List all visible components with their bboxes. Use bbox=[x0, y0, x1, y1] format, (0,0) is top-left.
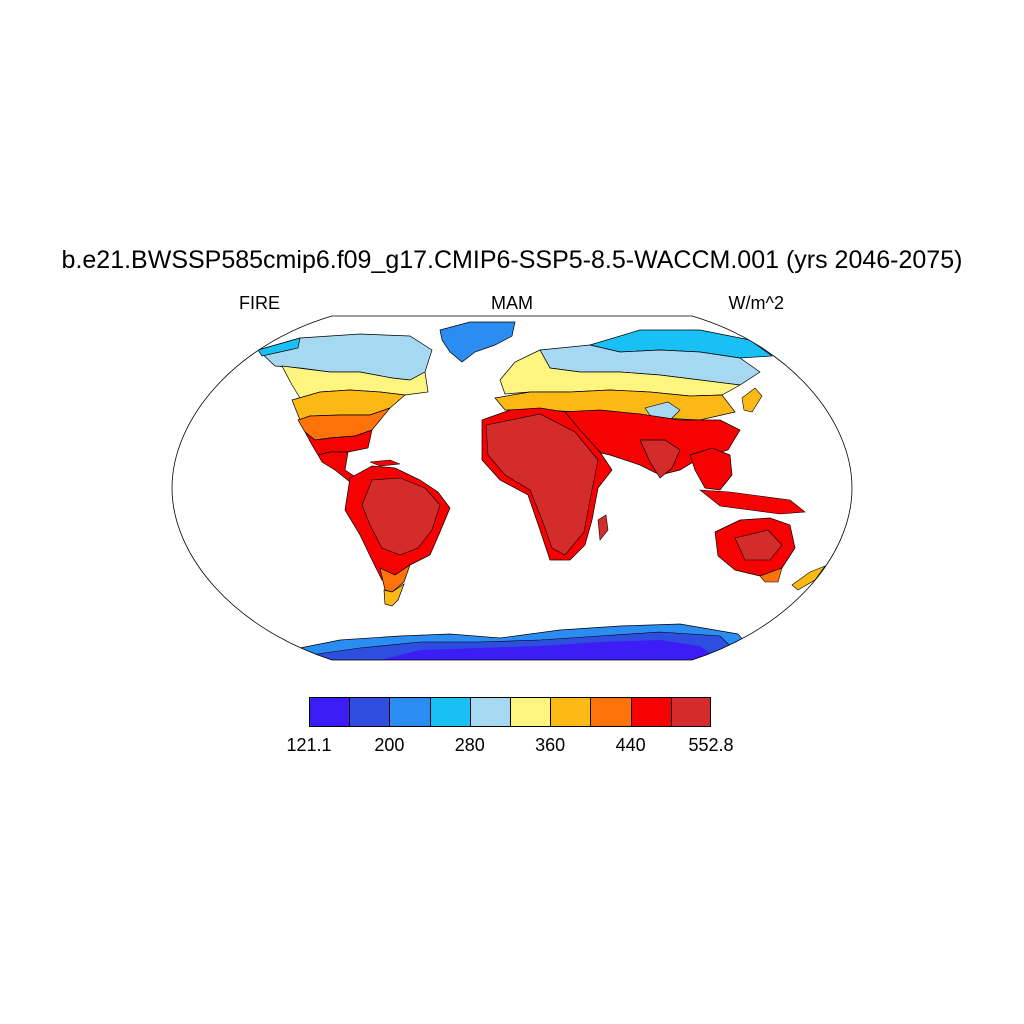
south-america-region bbox=[344, 465, 451, 607]
colorbar-swatch bbox=[590, 697, 631, 727]
colorbar-swatch bbox=[509, 697, 551, 727]
sa-amazon-dark bbox=[361, 477, 441, 556]
colorbar-swatch bbox=[670, 697, 711, 727]
oceania-region bbox=[714, 517, 826, 591]
australia-dark bbox=[734, 529, 783, 561]
colorbar-swatch bbox=[550, 697, 591, 727]
colorbar bbox=[309, 697, 711, 727]
greenland bbox=[439, 321, 516, 363]
colorbar-swatch bbox=[309, 697, 350, 727]
north-america-region bbox=[257, 321, 516, 491]
left-string: FIRE bbox=[239, 293, 281, 313]
antarctica-purple bbox=[380, 640, 720, 660]
colorbar-swatch bbox=[429, 697, 470, 727]
colorbar-swatch bbox=[630, 697, 671, 727]
eurasia-region bbox=[494, 329, 806, 515]
india-dark bbox=[639, 439, 681, 479]
australia-south-orange bbox=[759, 567, 783, 583]
right-string: W/m^2 bbox=[728, 293, 784, 313]
new-zealand bbox=[791, 565, 826, 591]
colorbar-tick-label: 280 bbox=[454, 735, 485, 755]
colorbar-labels: 121.1 200 280 360 440 552.8 bbox=[0, 735, 1024, 759]
colorbar-swatch bbox=[389, 697, 430, 727]
japan bbox=[741, 387, 763, 413]
indonesia bbox=[699, 489, 806, 515]
sa-patagonia-yellow bbox=[383, 583, 405, 607]
plot-title: b.e21.BWSSP585cmip6.f09_g17.CMIP6-SSP5-8… bbox=[61, 246, 963, 274]
madagascar bbox=[597, 514, 609, 541]
colorbar-swatch bbox=[469, 697, 510, 727]
alaska-blue bbox=[257, 337, 301, 357]
colorbar-tick-label: 440 bbox=[615, 735, 646, 755]
se-asia-red bbox=[689, 447, 733, 491]
antarctica-region bbox=[289, 623, 761, 660]
colorbar-swatch bbox=[349, 697, 390, 727]
africa-region bbox=[481, 407, 613, 561]
colorbar-tick-label: 121.1 bbox=[286, 735, 332, 755]
center-string: MAM bbox=[491, 293, 533, 313]
cuba bbox=[369, 459, 401, 467]
colorbar-tick-label: 360 bbox=[535, 735, 566, 755]
map-outline bbox=[171, 315, 853, 661]
colorbar-tick-label: 200 bbox=[374, 735, 405, 755]
na-south-us-red bbox=[304, 429, 373, 456]
colorbar-tick-label: 552.8 bbox=[688, 735, 734, 755]
africa-dark bbox=[485, 413, 599, 556]
